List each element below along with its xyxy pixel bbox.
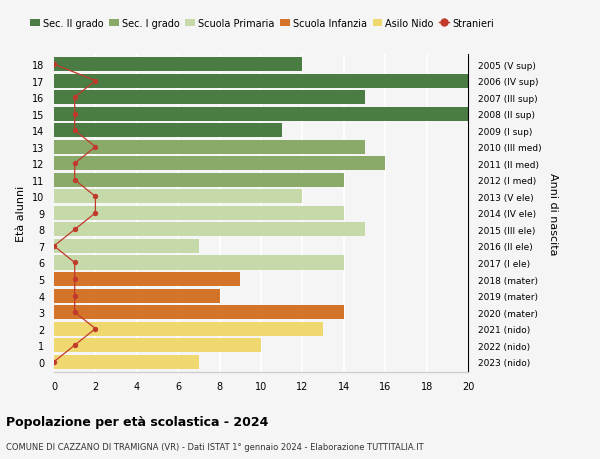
Bar bbox=[54, 107, 468, 122]
Point bbox=[70, 259, 79, 267]
Text: COMUNE DI CAZZANO DI TRAMIGNA (VR) - Dati ISTAT 1° gennaio 2024 - Elaborazione T: COMUNE DI CAZZANO DI TRAMIGNA (VR) - Dat… bbox=[6, 442, 424, 451]
Point bbox=[91, 78, 100, 85]
Bar bbox=[54, 305, 344, 319]
Bar bbox=[54, 58, 302, 72]
Point bbox=[70, 226, 79, 234]
Point bbox=[91, 193, 100, 201]
Point bbox=[70, 160, 79, 168]
Point bbox=[49, 358, 59, 365]
Bar bbox=[54, 207, 344, 220]
Y-axis label: Anni di nascita: Anni di nascita bbox=[548, 172, 558, 255]
Point bbox=[70, 111, 79, 118]
Bar bbox=[54, 338, 261, 353]
Bar bbox=[54, 190, 302, 204]
Point bbox=[70, 341, 79, 349]
Point bbox=[49, 243, 59, 250]
Point bbox=[91, 210, 100, 217]
Point bbox=[91, 325, 100, 333]
Bar bbox=[54, 355, 199, 369]
Point bbox=[91, 144, 100, 151]
Bar bbox=[54, 289, 220, 303]
Bar bbox=[54, 256, 344, 270]
Bar bbox=[54, 240, 199, 253]
Point bbox=[49, 62, 59, 69]
Bar bbox=[54, 74, 468, 89]
Point bbox=[70, 177, 79, 184]
Text: Popolazione per età scolastica - 2024: Popolazione per età scolastica - 2024 bbox=[6, 415, 268, 428]
Bar bbox=[54, 157, 385, 171]
Y-axis label: Età alunni: Età alunni bbox=[16, 185, 26, 241]
Point bbox=[70, 127, 79, 134]
Bar bbox=[54, 91, 365, 105]
Point bbox=[70, 94, 79, 101]
Bar bbox=[54, 124, 282, 138]
Bar bbox=[54, 272, 240, 286]
Point bbox=[70, 292, 79, 300]
Bar bbox=[54, 174, 344, 187]
Bar bbox=[54, 140, 365, 155]
Legend: Sec. II grado, Sec. I grado, Scuola Primaria, Scuola Infanzia, Asilo Nido, Stran: Sec. II grado, Sec. I grado, Scuola Prim… bbox=[30, 19, 494, 29]
Bar bbox=[54, 223, 365, 237]
Point bbox=[70, 276, 79, 283]
Bar bbox=[54, 322, 323, 336]
Point bbox=[70, 309, 79, 316]
